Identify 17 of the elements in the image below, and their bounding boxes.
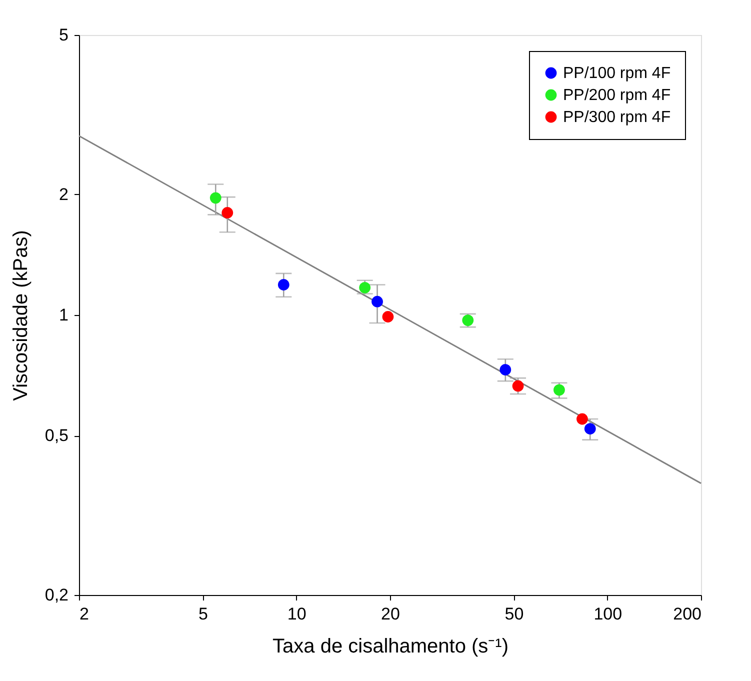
x-tick-label: 50 <box>504 604 524 624</box>
x-tick-label: 200 <box>673 604 702 624</box>
legend-label: PP/200 rpm 4F <box>563 87 671 104</box>
x-tick-label: 10 <box>287 604 306 624</box>
y-tick-label: 2 <box>59 184 68 204</box>
x-tick-label: 5 <box>198 604 208 624</box>
y-axis-title: Viscosidade (kPas) <box>10 230 32 401</box>
x-axis-title: Taxa de cisalhamento (s⁻¹) <box>272 636 508 658</box>
y-tick-label: 0,5 <box>44 426 68 446</box>
x-tick-label: 2 <box>80 604 89 624</box>
legend-label: PP/100 rpm 4F <box>563 65 671 82</box>
x-tick-label: 100 <box>594 604 622 624</box>
x-tick-label: 20 <box>381 604 400 624</box>
legend-label: PP/300 rpm 4F <box>563 109 671 126</box>
y-tick-label: 5 <box>59 26 68 44</box>
y-tick-label: 1 <box>59 306 68 324</box>
y-tick-label: 0,2 <box>44 586 68 604</box>
